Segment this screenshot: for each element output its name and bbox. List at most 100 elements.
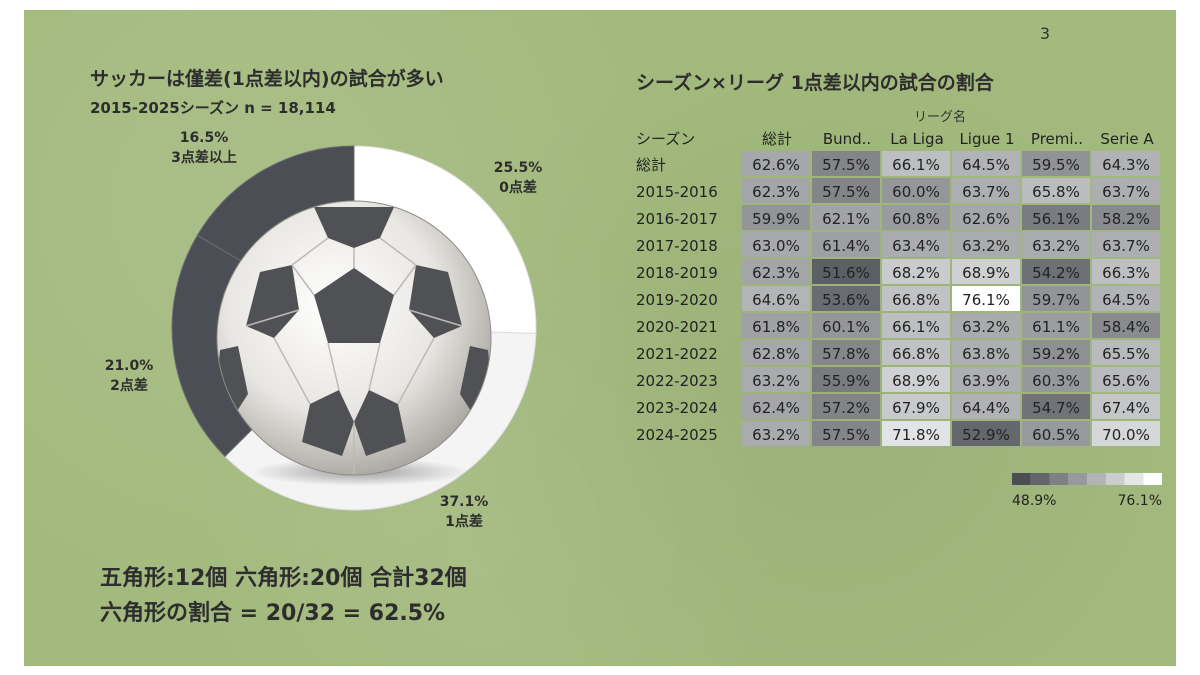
legend-step xyxy=(1143,473,1162,485)
heatmap-cell-label: 65.5% xyxy=(1102,345,1150,363)
heatmap-cell-label: 62.6% xyxy=(962,210,1010,228)
heatmap-cell xyxy=(952,178,1020,203)
heatmap-cell-label: 63.0% xyxy=(752,237,800,255)
heatmap-cell xyxy=(742,178,810,203)
donut-label-0-goal: 25.5% 0点差 xyxy=(493,160,543,196)
heatmap-row-header: 2017-2018 xyxy=(636,237,718,255)
heatmap-cell xyxy=(1022,286,1090,311)
donut-label-1-goal: 37.1% 1点差 xyxy=(439,494,489,530)
heatmap-row-header: 2020-2021 xyxy=(636,318,718,336)
row-header-season: シーズン xyxy=(636,130,695,148)
legend-max-label: 76.1% xyxy=(1117,493,1162,509)
heatmap-cell xyxy=(742,259,810,284)
heatmap-row-header: 2018-2019 xyxy=(636,264,718,282)
heatmap-cell xyxy=(882,367,950,392)
heatmap-cell xyxy=(882,178,950,203)
heatmap-cell xyxy=(742,232,810,257)
heatmap-cell-label: 63.4% xyxy=(892,237,940,255)
heatmap-cell xyxy=(1022,178,1090,203)
heatmap-cell-label: 63.7% xyxy=(1102,183,1150,201)
legend-step xyxy=(1105,473,1125,485)
heatmap-cell-label: 59.9% xyxy=(752,210,800,228)
heatmap-cell xyxy=(812,178,880,203)
heatmap-column-header: Bund.. xyxy=(823,130,871,148)
left-chart-subtitle: 2015-2025シーズン n = 18,114 xyxy=(90,99,336,117)
heatmap-cell-label: 66.1% xyxy=(892,156,940,174)
heatmap-cell-label: 65.8% xyxy=(1032,183,1080,201)
heatmap-cell xyxy=(1022,205,1090,230)
heatmap-cell xyxy=(952,421,1020,446)
heatmap-cell-label: 66.8% xyxy=(892,345,940,363)
heatmap-cells: 62.6% 57.5% 66.1% 64.5% 59.5% 64.3% 62.3% 57.5%… xyxy=(742,151,1160,446)
legend-color-bar xyxy=(1012,473,1162,485)
heatmap-cell xyxy=(1092,394,1160,419)
heatmap-cell-label: 65.6% xyxy=(1102,372,1150,390)
heatmap-cell-label: 54.7% xyxy=(1032,399,1080,417)
soccer-ball-icon xyxy=(216,200,492,486)
heatmap-cell-label: 57.2% xyxy=(822,399,870,417)
legend-step xyxy=(1124,473,1144,485)
heatmap-cell xyxy=(882,151,950,176)
heatmap-cell-label: 64.4% xyxy=(962,399,1010,417)
page-number: 3 xyxy=(1039,24,1050,43)
heatmap-column-header: 総計 xyxy=(762,130,792,148)
heatmap-cell-label: 60.8% xyxy=(892,210,940,228)
heatmap-cell-label: 63.2% xyxy=(1032,237,1080,255)
heatmap-cell-label: 66.1% xyxy=(892,318,940,336)
heatmap-column-header: Ligue 1 xyxy=(959,130,1014,148)
heatmap-cell-label: 56.1% xyxy=(1032,210,1080,228)
heatmap-cell xyxy=(742,151,810,176)
legend-step xyxy=(1068,473,1087,485)
heatmap-cell xyxy=(952,313,1020,338)
heatmap-cell xyxy=(742,340,810,365)
heatmap-cell-label: 63.8% xyxy=(962,345,1010,363)
heatmap-cell xyxy=(742,394,810,419)
heatmap-cell xyxy=(882,259,950,284)
heatmap-cell-label: 62.3% xyxy=(752,183,800,201)
donut-label-2-goals: 21.0% 2点差 xyxy=(104,358,154,394)
heatmap-cell xyxy=(812,232,880,257)
heatmap-cell xyxy=(952,367,1020,392)
heatmap-cell xyxy=(1092,340,1160,365)
heatmap-cell xyxy=(812,367,880,392)
heatmap-cell-label: 61.8% xyxy=(752,318,800,336)
heatmap-cell-label: 68.9% xyxy=(962,264,1010,282)
heatmap-cell xyxy=(952,340,1020,365)
hexagon-ratio-text: 六角形の割合 = 20/32 = 62.5% xyxy=(100,601,446,626)
heatmap-cell-label: 62.6% xyxy=(752,156,800,174)
heatmap-cell xyxy=(1092,367,1160,392)
heatmap-cell xyxy=(952,205,1020,230)
heatmap-cell-label: 67.4% xyxy=(1102,399,1150,417)
heatmap-cell-label: 64.5% xyxy=(1102,291,1150,309)
heatmap-cell xyxy=(882,205,950,230)
league-column-group-title: リーグ名 xyxy=(914,110,967,125)
heatmap-cell xyxy=(882,421,950,446)
heatmap-cell xyxy=(882,313,950,338)
legend-step xyxy=(1087,473,1106,485)
heatmap-cell-label: 67.9% xyxy=(892,399,940,417)
heatmap-cell-label: 60.0% xyxy=(892,183,940,201)
heatmap-cell-label: 64.6% xyxy=(752,291,800,309)
heatmap-cell xyxy=(1022,313,1090,338)
heatmap-cell-label: 57.5% xyxy=(822,426,870,444)
heatmap-cell xyxy=(812,259,880,284)
heatmap-cell xyxy=(882,286,950,311)
heatmap-cell-label: 57.5% xyxy=(822,183,870,201)
heatmap-cell xyxy=(742,421,810,446)
heatmap-cell-label: 63.2% xyxy=(962,237,1010,255)
heatmap-cell xyxy=(1092,259,1160,284)
heatmap-cell-label: 71.8% xyxy=(892,426,940,444)
legend-step xyxy=(1049,473,1069,485)
heatmap-cell-label: 64.3% xyxy=(1102,156,1150,174)
heatmap-cell-label: 59.7% xyxy=(1032,291,1080,309)
heatmap-cell xyxy=(1022,367,1090,392)
heatmap-cell-label: 62.1% xyxy=(822,210,870,228)
heatmap-cell xyxy=(952,286,1020,311)
heatmap-cell xyxy=(1022,232,1090,257)
heatmap-cell xyxy=(812,151,880,176)
donut-label-3plus-goals: 16.5% 3点差以上 xyxy=(171,130,237,166)
heatmap-cell-label: 76.1% xyxy=(962,291,1010,309)
heatmap-cell xyxy=(812,205,880,230)
heatmap-cell-label: 68.2% xyxy=(892,264,940,282)
heatmap-row-header: 2022-2023 xyxy=(636,372,718,390)
